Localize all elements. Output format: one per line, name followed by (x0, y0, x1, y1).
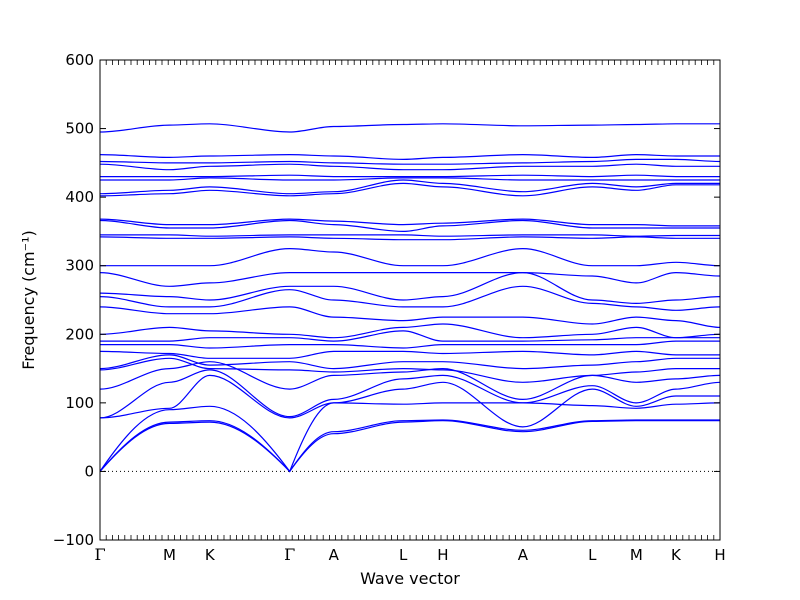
x-axis-title: Wave vector (360, 569, 460, 588)
phonon-band-29 (99, 123, 720, 133)
x-tick-label: L (588, 546, 597, 564)
phonon-band-16 (99, 271, 721, 287)
phonon-band-14 (99, 285, 721, 311)
x-tick-label: Γ (284, 545, 295, 564)
phonon-band-6 (99, 361, 721, 401)
phonon-band-4 (99, 374, 720, 428)
phonon-band-13 (99, 306, 721, 328)
phonon-band-11 (100, 330, 720, 342)
phonon-band-9 (99, 350, 720, 359)
y-tick-label: −100 (53, 531, 94, 549)
x-tick-label: L (399, 546, 408, 564)
x-tick-label: H (714, 546, 725, 564)
phonon-band-25 (99, 174, 720, 178)
x-tick-label: M (163, 546, 176, 564)
phonon-band-3 (99, 402, 721, 473)
x-tick-label: A (329, 546, 340, 564)
phonon-band-26 (99, 163, 720, 171)
phonon-band-7 (99, 357, 720, 383)
phonon-band-24 (100, 177, 720, 181)
phonon-band-2 (99, 419, 720, 473)
phonon-band-19 (100, 234, 720, 237)
x-tick-label: A (518, 546, 529, 564)
phonon-band-10 (100, 340, 720, 349)
phonon-band-20 (99, 219, 720, 233)
y-tick-label: 600 (65, 51, 94, 69)
y-tick-label: 200 (65, 325, 94, 343)
phonon-band-5 (99, 369, 721, 419)
phonon-band-1 (99, 420, 720, 473)
y-tick-label: 100 (65, 394, 94, 412)
y-tick-label: 300 (65, 257, 94, 275)
phonon-band-12 (99, 323, 721, 339)
x-tick-label: K (205, 546, 216, 564)
y-axis-title: Frequency (cm⁻¹) (19, 230, 38, 369)
y-axis: −100 0 100 200 300 400 500 600 (53, 51, 720, 549)
phonon-band-17 (100, 247, 721, 267)
x-tick-label: M (630, 546, 643, 564)
phonon-band-18 (99, 236, 720, 241)
y-tick-label: 0 (84, 462, 94, 480)
phonon-band-22 (99, 182, 720, 197)
phonon-band-23 (99, 179, 720, 195)
y-tick-label: 400 (65, 188, 94, 206)
phonon-band-15 (99, 271, 721, 305)
phonon-band-27 (99, 158, 721, 165)
y-tick-label: 500 (65, 120, 94, 138)
phonon-band-8 (99, 354, 720, 370)
x-tick-label: K (671, 546, 682, 564)
plot-area (99, 123, 721, 473)
x-tick-label: H (437, 546, 448, 564)
phonon-band-28 (99, 153, 720, 161)
x-tick-label: Γ (94, 545, 105, 564)
phonon-band-21 (99, 218, 721, 227)
